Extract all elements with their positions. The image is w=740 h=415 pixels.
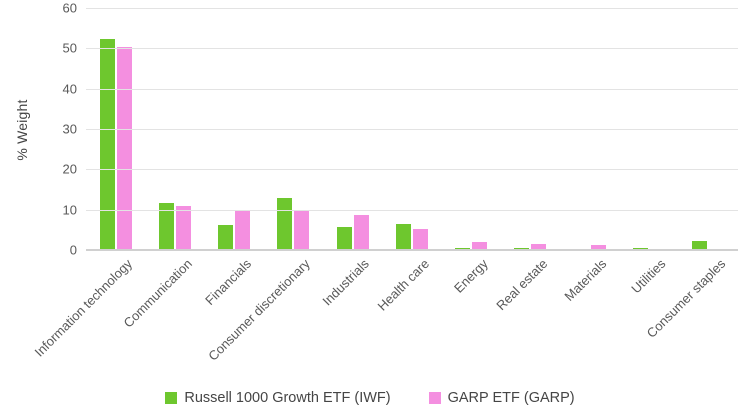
x-axis-label-communication: Communication	[120, 256, 195, 331]
bar-iwf-financials	[218, 225, 234, 250]
bar-garp-financials	[235, 209, 251, 250]
gridline	[86, 8, 738, 9]
bar-garp-materials	[590, 244, 606, 250]
bar-iwf-industrials	[336, 227, 352, 250]
x-axis-label-utilities: Utilities	[628, 256, 669, 297]
legend-label: Russell 1000 Growth ETF (IWF)	[184, 390, 391, 406]
legend-label: GARP ETF (GARP)	[447, 390, 575, 406]
y-tick-label: 40	[62, 81, 77, 97]
x-axis-label-information-technology: Information technology	[31, 256, 136, 360]
y-axis-title: % Weight	[14, 99, 30, 161]
bar-group-health-care	[382, 8, 441, 250]
legend-item-russell-1000-growth-etf-iwf: Russell 1000 Growth ETF (IWF)	[165, 390, 391, 406]
y-tick-label: 50	[62, 40, 77, 56]
legend-item-garp-etf-garp: GARP ETF (GARP)	[428, 390, 575, 406]
legend-swatch-icon	[428, 392, 441, 404]
bar-iwf-health-care	[395, 223, 411, 250]
legend: Russell 1000 Growth ETF (IWF) GARP ETF (G…	[0, 390, 740, 406]
y-tick-label: 60	[62, 0, 77, 16]
gridline	[86, 169, 738, 171]
gridline	[86, 209, 738, 211]
bar-garp-communication	[175, 206, 191, 250]
y-tick-label: 10	[62, 202, 77, 218]
x-axis-baseline	[86, 249, 738, 251]
bar-garp-energy	[472, 242, 488, 250]
bar-iwf-communication	[158, 203, 174, 250]
bar-group-consumer-discretionary	[264, 8, 323, 250]
y-tick-label: 30	[62, 121, 77, 137]
x-axis-label-consumer-discretionary: Consumer discretionary	[205, 256, 314, 364]
bar-iwf-consumer-discretionary	[277, 197, 293, 250]
y-tick-label: 0	[69, 242, 77, 258]
y-axis-tick-labels: 0 10 20 30 40 50 60	[40, 1, 77, 258]
x-axis-label-energy: Energy	[451, 256, 491, 296]
gridline	[86, 88, 738, 90]
bar-group-consumer-staples	[679, 8, 738, 250]
bar-garp-information-technology	[116, 47, 132, 250]
x-axis-label-financials: Financials	[201, 256, 254, 308]
bar-iwf-utilities	[633, 247, 649, 250]
bar-group-information-technology	[86, 8, 145, 250]
bar-group-energy	[442, 8, 501, 250]
x-axis-label-health-care: Health care	[373, 256, 432, 314]
bar-garp-health-care	[412, 229, 428, 250]
x-axis-label-industrials: Industrials	[319, 256, 373, 309]
legend-swatch-icon	[165, 392, 178, 404]
x-axis-label-materials: Materials	[561, 256, 610, 304]
plot-area	[86, 8, 738, 251]
bar-group-communication	[145, 8, 204, 250]
gridline	[86, 48, 738, 50]
bar-iwf-energy	[455, 247, 471, 250]
x-axis-label-consumer-staples: Consumer staples	[643, 256, 728, 341]
bar-garp-real-estate	[531, 244, 547, 250]
bar-iwf-consumer-staples	[692, 241, 708, 250]
bar-group-industrials	[323, 8, 382, 250]
bar-iwf-information-technology	[99, 38, 115, 250]
bar-garp-consumer-discretionary	[294, 210, 310, 250]
y-tick-label: 20	[62, 161, 77, 177]
gridline	[86, 129, 738, 130]
bar-group-financials	[205, 8, 264, 250]
x-axis-label-real-estate: Real estate	[493, 256, 551, 314]
bar-groups-container	[86, 8, 738, 250]
bar-garp-industrials	[353, 214, 369, 250]
